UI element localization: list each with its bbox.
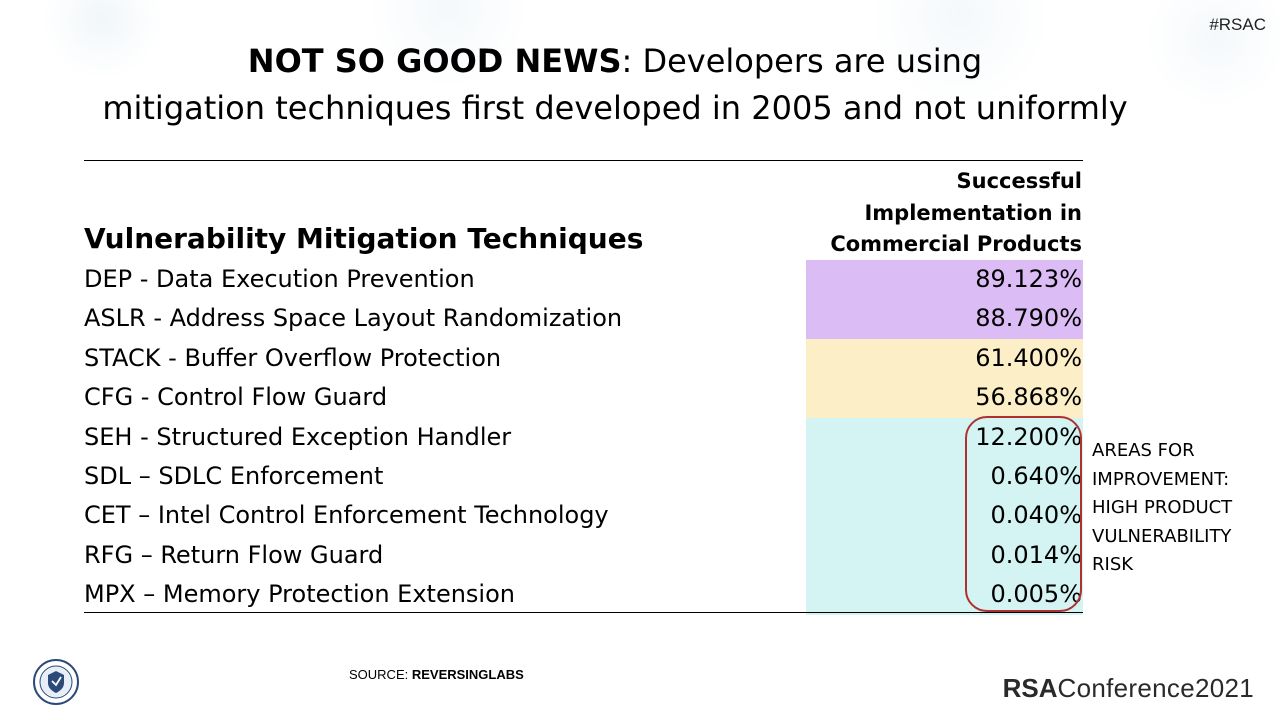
table-row: CET – Intel Control Enforcement Technolo… (84, 496, 1083, 536)
implementation-percentage: 61.400% (806, 338, 1083, 379)
annotation-line: VULNERABILITY (1092, 525, 1232, 547)
source-name: REVERSINGLABS (411, 667, 524, 682)
table-row: CFG - Control Flow Guard 56.868% (84, 378, 1083, 418)
techniques-header: Vulnerability Mitigation Techniques (84, 222, 644, 255)
technique-label: MPX – Memory Protection Extension (84, 580, 515, 609)
technique-label: CFG - Control Flow Guard (84, 383, 388, 412)
implementation-percentage: 0.005% (806, 575, 1083, 615)
source-citation: SOURCE: REVERSINGLABS (349, 667, 524, 682)
technique-label: RFG – Return Flow Guard (84, 540, 384, 569)
table-row: SDL – SDLC Enforcement 0.640% (84, 456, 1083, 497)
technique-label: SEH - Structured Exception Handler (84, 422, 512, 451)
title-bold: NOT SO GOOD NEWS (247, 42, 622, 80)
mitigation-table: DEP - Data Execution Prevention 89.123% AS… (84, 260, 1083, 615)
slide-title: NOT SO GOOD NEWS: Developers are using m… (0, 38, 1230, 132)
rsa-logo-mark: RSA (1002, 673, 1058, 703)
implementation-percentage: 89.123% (806, 260, 1083, 300)
hashtag-label: #RSAC (1209, 15, 1266, 34)
technique-label: ASLR - Address Space Layout Randomizatio… (84, 304, 623, 333)
technique-label: DEP - Data Execution Prevention (84, 265, 475, 293)
implementation-percentage: 88.790% (806, 299, 1083, 339)
technique-label: STACK - Buffer Overflow Protection (84, 343, 502, 372)
annotation-line: AREAS FOR (1092, 440, 1195, 461)
improvement-highlight-box (965, 416, 1082, 612)
implementation-percentage: 0.040% (806, 496, 1083, 536)
technique-label: SDL – SDLC Enforcement (84, 461, 384, 490)
table-row: DEP - Data Execution Prevention 89.123% (84, 260, 1083, 300)
table-row: SEH - Structured Exception Handler 12.200… (84, 417, 1083, 457)
table-bottom-rule (84, 612, 1083, 613)
annotation-line: RISK (1092, 554, 1134, 575)
rsa-conference-logo: RSAConference2021 (1003, 673, 1254, 704)
column-header-line: Successful (956, 169, 1083, 193)
column-header-line: Implementation in (864, 200, 1082, 225)
implementation-percentage: 0.014% (806, 535, 1083, 576)
title-rest: : Developers are using (621, 42, 983, 80)
table-row: RFG – Return Flow Guard 0.014% (84, 535, 1083, 576)
annotation-line: IMPROVEMENT: (1092, 468, 1230, 490)
annotation-line: HIGH PRODUCT (1092, 497, 1233, 518)
table-top-rule (84, 160, 1083, 161)
cisa-seal-icon (33, 659, 79, 705)
table-row: ASLR - Address Space Layout Randomizatio… (84, 299, 1083, 339)
table-row: STACK - Buffer Overflow Protection 61.400… (84, 338, 1083, 379)
rsa-logo-text: Conference2021 (1057, 673, 1254, 703)
title-line-2: mitigation techniques first developed in… (102, 89, 1128, 127)
column-header-line: Commercial Products (830, 232, 1082, 256)
column-header: Successful Implementation in Commercial … (792, 166, 1082, 261)
table-row: MPX – Memory Protection Extension 0.005% (84, 575, 1083, 615)
implementation-percentage: 56.868% (806, 378, 1083, 418)
technique-label: CET – Intel Control Enforcement Technolo… (84, 501, 609, 530)
source-prefix: SOURCE: (349, 667, 412, 682)
title-line-1: NOT SO GOOD NEWS: Developers are using (0, 38, 1230, 85)
improvement-annotation: AREAS FOR IMPROVEMENT: HIGH PRODUCT VULN… (1092, 437, 1272, 580)
implementation-percentage: 0.640% (806, 456, 1083, 497)
